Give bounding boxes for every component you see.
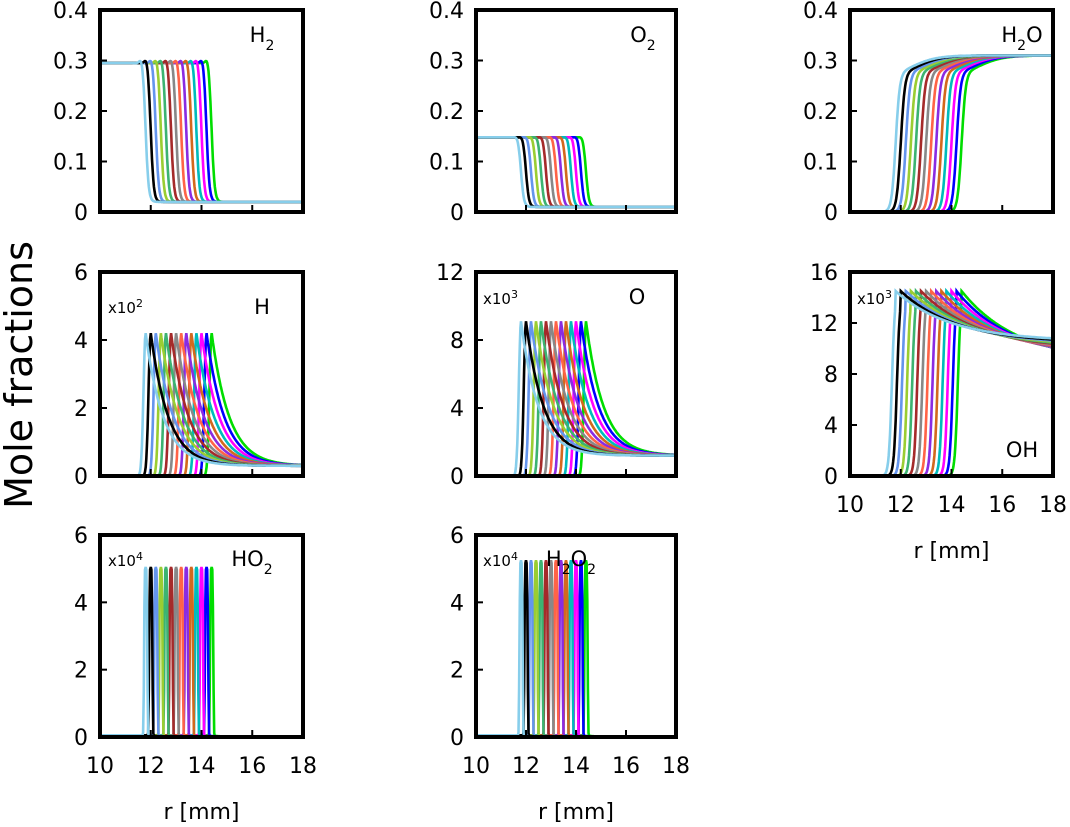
x-tick-label: 18 bbox=[1039, 493, 1067, 518]
y-tick-label: 0.1 bbox=[53, 151, 88, 176]
x-tick-label: 18 bbox=[662, 754, 690, 779]
panel-5: 0 4 8 12 16 10 12 14 16 18 r [mm] OH x103 bbox=[810, 261, 1067, 564]
panel-7: 0 2 4 6 10 12 14 16 18 r [mm] H2O2 x104 bbox=[450, 524, 690, 825]
scale-factor-label: x104 bbox=[108, 550, 143, 571]
y-tick-label: 8 bbox=[450, 329, 464, 354]
species-label: O bbox=[629, 285, 646, 309]
x-tick-label: 14 bbox=[188, 754, 216, 779]
series-line bbox=[100, 59, 303, 204]
x-tick-label: 16 bbox=[988, 493, 1016, 518]
y-tick-label: 0 bbox=[824, 465, 838, 490]
species-label: H2O2 bbox=[546, 547, 596, 578]
series-line bbox=[476, 321, 676, 476]
scale-factor-label: x103 bbox=[857, 288, 892, 309]
y-tick-label: 0.4 bbox=[429, 0, 464, 24]
y-tick-label: 2 bbox=[74, 659, 88, 684]
y-tick-label: 0 bbox=[450, 726, 464, 751]
y-tick-label: 12 bbox=[436, 261, 464, 286]
x-tick-label: 14 bbox=[562, 754, 590, 779]
y-tick-label: 0 bbox=[450, 465, 464, 490]
x-tick-label: 10 bbox=[462, 754, 490, 779]
y-tick-label: 0.1 bbox=[803, 151, 838, 176]
y-tick-label: 2 bbox=[74, 397, 88, 422]
scale-factor-label: x104 bbox=[483, 550, 518, 571]
y-tick-label: 6 bbox=[74, 524, 88, 549]
y-tick-label: 0 bbox=[74, 465, 88, 490]
y-tick-label: 4 bbox=[450, 591, 464, 616]
y-tick-label: 12 bbox=[810, 312, 838, 337]
y-tick-label: 4 bbox=[450, 397, 464, 422]
panel-1: 0 0.1 0.2 0.3 0.4 O2 bbox=[429, 0, 678, 226]
x-tick-label: 14 bbox=[938, 493, 966, 518]
y-tick-label: 0.4 bbox=[803, 0, 838, 24]
y-tick-label: 4 bbox=[74, 591, 88, 616]
series-line bbox=[100, 333, 303, 476]
panels: 00.10.20.30.4H200.10.20.30.4O200.10.20.3… bbox=[53, 0, 1067, 825]
x-axis-label: r [mm] bbox=[538, 800, 614, 825]
y-tick-label: 0.2 bbox=[803, 100, 838, 125]
species-label: H2O bbox=[1001, 23, 1042, 54]
y-tick-label: 6 bbox=[450, 524, 464, 549]
y-tick-label: 8 bbox=[824, 363, 838, 388]
scale-factor-label: x103 bbox=[483, 288, 518, 309]
y-tick-label: 0.4 bbox=[53, 0, 88, 24]
species-label: O2 bbox=[630, 23, 655, 54]
x-tick-label: 10 bbox=[86, 754, 114, 779]
y-tick-label: 0 bbox=[74, 726, 88, 751]
scale-factor-label: x102 bbox=[108, 297, 143, 318]
y-tick-label: 2 bbox=[450, 659, 464, 684]
y-tick-label: 16 bbox=[810, 261, 838, 286]
x-tick-label: 10 bbox=[836, 493, 864, 518]
species-label: H bbox=[254, 295, 270, 319]
y-tick-label: 6 bbox=[74, 261, 88, 286]
figure-ylabel: Mole fractions bbox=[0, 241, 41, 509]
series-line bbox=[100, 566, 303, 737]
y-tick-label: 0.2 bbox=[53, 100, 88, 125]
y-tick-label: 4 bbox=[824, 414, 838, 439]
x-tick-label: 16 bbox=[612, 754, 640, 779]
y-tick-label: 0.3 bbox=[803, 50, 838, 75]
x-tick-label: 12 bbox=[512, 754, 540, 779]
series-line bbox=[100, 59, 303, 204]
y-tick-label: 0 bbox=[450, 201, 464, 226]
x-axis-label: r [mm] bbox=[913, 539, 989, 564]
x-tick-label: 16 bbox=[238, 754, 266, 779]
species-label: HO2 bbox=[231, 547, 272, 578]
panel-0: 0 0.1 0.2 0.3 0.4 H2 bbox=[53, 0, 305, 226]
x-tick-label: 12 bbox=[887, 493, 915, 518]
x-axis-label: r [mm] bbox=[163, 800, 239, 825]
species-label: H2 bbox=[250, 23, 275, 54]
series-line bbox=[476, 560, 676, 737]
panel-2: 0 0.1 0.2 0.3 0.4 H2O bbox=[803, 0, 1055, 226]
y-tick-label: 0 bbox=[74, 201, 88, 226]
x-tick-label: 12 bbox=[137, 754, 165, 779]
y-tick-label: 0 bbox=[824, 201, 838, 226]
y-tick-label: 4 bbox=[74, 329, 88, 354]
panel-6: 0 2 4 6 10 12 14 16 18 r [mm] HO2 x104 bbox=[74, 524, 317, 825]
series-line bbox=[476, 136, 676, 209]
y-tick-label: 0.1 bbox=[429, 151, 464, 176]
y-tick-label: 0.2 bbox=[429, 100, 464, 125]
species-label: OH bbox=[1006, 438, 1038, 462]
y-tick-label: 0.3 bbox=[53, 50, 88, 75]
y-tick-label: 0.3 bbox=[429, 50, 464, 75]
x-tick-label: 18 bbox=[289, 754, 317, 779]
